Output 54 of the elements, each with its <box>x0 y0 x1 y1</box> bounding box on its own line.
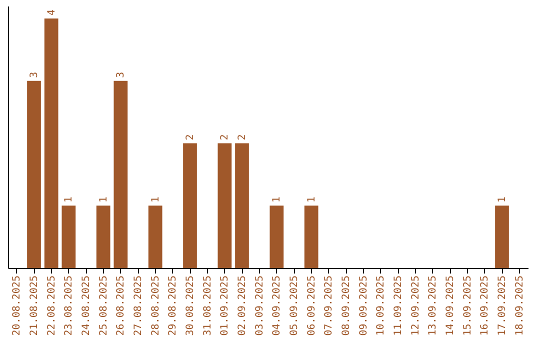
data-label: 2 <box>237 134 248 140</box>
x-tick-label: 05.09.2025 <box>289 276 300 336</box>
bar <box>183 143 197 268</box>
x-tick-label: 03.09.2025 <box>254 276 266 336</box>
data-label: 1 <box>150 196 162 203</box>
x-tick-label: 09.09.2025 <box>358 276 370 336</box>
bar <box>96 206 110 268</box>
x-tick-label: 20.08.2025 <box>12 276 23 336</box>
data-label: 3 <box>29 72 40 78</box>
x-tick-label: 14.09.2025 <box>445 276 456 336</box>
x-tick-label: 04.09.2025 <box>272 276 283 336</box>
x-tick-label: 02.09.2025 <box>237 276 248 336</box>
data-label: 1 <box>497 196 508 203</box>
x-tick-label: 13.09.2025 <box>428 276 439 336</box>
x-tick-label: 27.08.2025 <box>133 276 144 336</box>
x-tick-label: 24.08.2025 <box>81 276 92 336</box>
data-label: 2 <box>185 134 196 140</box>
data-label: 1 <box>306 196 318 203</box>
data-label: 2 <box>220 134 231 140</box>
x-tick-label: 06.09.2025 <box>306 276 318 336</box>
x-tick-label: 11.09.2025 <box>393 276 404 336</box>
data-label: 1 <box>98 196 110 203</box>
x-tick-label: 21.08.2025 <box>29 276 40 336</box>
bar <box>304 206 318 268</box>
bar <box>27 80 41 268</box>
bar <box>270 206 284 268</box>
x-tick-label: 17.09.2025 <box>497 276 508 336</box>
x-tick-label: 08.09.2025 <box>341 276 352 336</box>
x-tick-label: 26.08.2025 <box>116 276 127 336</box>
x-tick-label: 12.09.2025 <box>410 276 422 336</box>
x-tick-label: 22.08.2025 <box>46 276 58 336</box>
x-tick-label: 28.08.2025 <box>150 276 162 336</box>
bar <box>235 143 249 268</box>
data-label: 4 <box>46 9 58 16</box>
x-tick-label: 16.09.2025 <box>480 276 491 336</box>
data-label: 1 <box>272 196 283 203</box>
bar <box>495 206 509 268</box>
data-label: 1 <box>64 196 75 203</box>
bar <box>44 18 58 268</box>
x-tick-label: 18.09.2025 <box>514 276 526 336</box>
x-tick-label: 15.09.2025 <box>462 276 474 336</box>
x-tick-label: 29.08.2025 <box>168 276 179 336</box>
data-label: 3 <box>116 72 127 78</box>
bar <box>114 80 128 268</box>
bar <box>148 206 162 268</box>
x-tick-label: 10.09.2025 <box>376 276 387 336</box>
x-tick-label: 23.08.2025 <box>64 276 75 336</box>
bar <box>62 206 76 268</box>
bar <box>218 143 232 268</box>
x-tick-label: 25.08.2025 <box>98 276 110 336</box>
x-tick-label: 30.08.2025 <box>185 276 196 336</box>
x-tick-label: 07.09.2025 <box>324 276 335 336</box>
x-tick-label: 01.09.2025 <box>220 276 231 336</box>
x-tick-label: 31.08.2025 <box>202 276 214 336</box>
